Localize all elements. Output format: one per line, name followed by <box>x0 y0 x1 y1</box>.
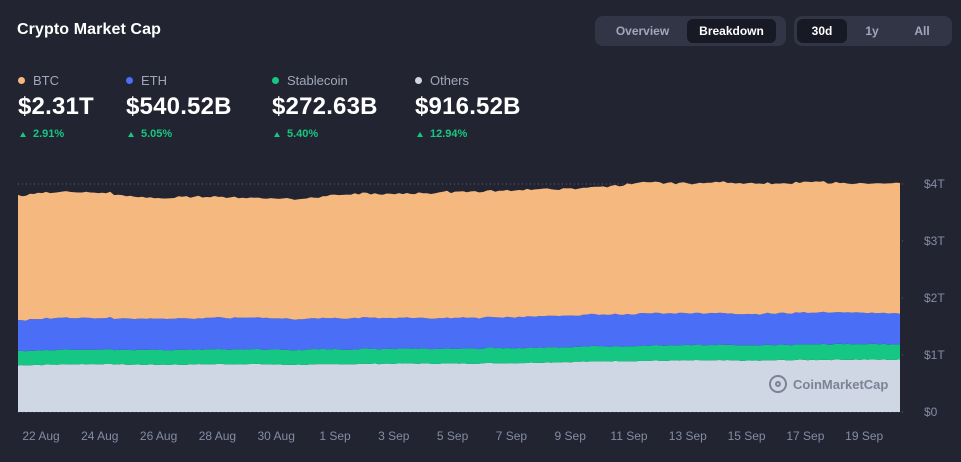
x-tick-label: 17 Sep <box>786 429 824 443</box>
x-tick-label: 24 Aug <box>81 429 118 443</box>
y-tick-label: $4T <box>924 177 945 191</box>
y-tick-label: $1T <box>924 348 945 362</box>
coinmarketcap-logo-icon <box>769 375 787 393</box>
caret-up-icon <box>417 131 423 137</box>
stat-others: Others $916.52B 12.94% <box>415 72 521 140</box>
watermark-text: CoinMarketCap <box>793 376 889 392</box>
area-series-stablecoin[interactable] <box>18 343 900 366</box>
stat-eth: ETH $540.52B 5.05% <box>126 72 232 140</box>
stat-label: Others <box>430 72 470 88</box>
x-tick-label: 3 Sep <box>378 429 410 443</box>
x-tick-label: 28 Aug <box>199 429 236 443</box>
caret-up-icon <box>274 131 280 137</box>
range-all[interactable]: All <box>914 24 930 38</box>
stat-change: 5.05% <box>141 128 173 140</box>
area-series-btc[interactable] <box>18 181 900 321</box>
range-1y[interactable]: 1y <box>865 24 879 38</box>
y-tick-label: $3T <box>924 234 945 248</box>
x-tick-label: 5 Sep <box>437 429 469 443</box>
stat-btc: BTC $2.31T 2.91% <box>18 72 94 140</box>
stat-value: $540.52B <box>126 93 232 120</box>
view-toggle: Overview Breakdown <box>595 16 786 46</box>
caret-up-icon <box>20 131 26 137</box>
x-tick-label: 15 Sep <box>728 429 766 443</box>
tab-breakdown[interactable]: Breakdown <box>687 19 776 43</box>
stat-change: 2.91% <box>33 128 65 140</box>
x-tick-label: 30 Aug <box>258 429 295 443</box>
x-tick-label: 11 Sep <box>610 429 647 443</box>
x-tick-label: 1 Sep <box>319 429 351 443</box>
stat-value: $916.52B <box>415 93 521 120</box>
legend-dot-stablecoin <box>272 76 279 84</box>
watermark: CoinMarketCap <box>769 375 888 393</box>
stat-change: 12.94% <box>430 128 468 140</box>
legend-dot-eth <box>126 76 133 84</box>
legend-dot-btc <box>18 76 25 84</box>
y-tick-label: $2T <box>924 291 945 305</box>
caret-up-icon <box>128 131 134 137</box>
x-tick-label: 22 Aug <box>22 429 59 443</box>
y-tick-label: $0 <box>924 405 938 419</box>
stat-value: $2.31T <box>18 93 94 120</box>
x-tick-label: 19 Sep <box>845 429 883 443</box>
stat-change: 5.40% <box>287 128 319 140</box>
stat-label: BTC <box>33 72 59 88</box>
x-tick-label: 7 Sep <box>496 429 528 443</box>
stat-stablecoin: Stablecoin $272.63B 5.40% <box>272 72 378 140</box>
area-series-eth[interactable] <box>18 311 900 352</box>
stat-value: $272.63B <box>272 93 378 120</box>
x-tick-label: 9 Sep <box>555 429 587 443</box>
legend-dot-others <box>415 76 422 84</box>
stat-label: Stablecoin <box>287 72 348 88</box>
stat-label: ETH <box>141 72 167 88</box>
area-series-others[interactable] <box>18 359 900 412</box>
tab-overview[interactable]: Overview <box>615 24 670 38</box>
x-tick-label: 26 Aug <box>140 429 177 443</box>
x-tick-label: 13 Sep <box>669 429 707 443</box>
range-30d[interactable]: 30d <box>797 19 847 43</box>
page-title: Crypto Market Cap <box>17 21 161 38</box>
range-toggle: 30d 1y All <box>794 16 952 46</box>
